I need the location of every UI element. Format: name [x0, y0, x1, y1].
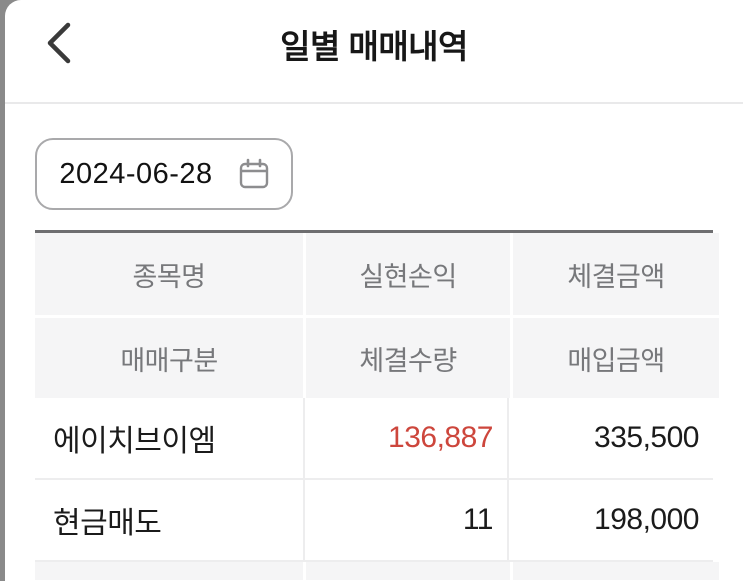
page-title: 일별 매매내역 — [280, 28, 468, 65]
trade-table: 종목명 실현손익 체결금액 매매구분 체결수량 매입금액 에이치브이엠 136,… — [35, 230, 719, 580]
cell-executed-amount: 335,500 — [507, 398, 713, 478]
chevron-left-icon — [44, 22, 74, 64]
col-header-executed-qty: 체결수량 — [306, 318, 510, 398]
date-value: 2024-06-28 — [59, 157, 213, 190]
calendar-icon — [239, 158, 269, 190]
col-header-executed-amount: 체결금액 — [513, 233, 719, 315]
back-button[interactable] — [33, 14, 85, 72]
cell-realized-pl: 136,887 — [303, 398, 507, 478]
table-header: 종목명 실현손익 체결금액 매매구분 체결수량 매입금액 — [35, 233, 719, 398]
col-header-stock-name: 종목명 — [35, 233, 303, 315]
table-row[interactable]: 현금매도 11 198,000 — [35, 480, 713, 562]
app-bar: 일별 매매내역 — [5, 0, 743, 104]
cell-executed-qty: 11 — [303, 480, 507, 560]
date-picker[interactable]: 2024-06-28 — [35, 138, 293, 210]
table-row[interactable]: 에이치브이엠 136,887 335,500 — [35, 398, 713, 480]
col-header-trade-type: 매매구분 — [35, 318, 303, 398]
cell-trade-type: 현금매도 — [53, 507, 162, 540]
cell-stock-name: 에이치브이엠 — [53, 425, 216, 458]
next-section-partial — [35, 562, 719, 580]
col-header-realized-pl: 실현손익 — [306, 233, 510, 315]
cell-purchase-amount: 198,000 — [507, 480, 713, 560]
col-header-purchase-amount: 매입금액 — [513, 318, 719, 398]
app-screen: 일별 매매내역 2024-06-28 종목명 실현손익 체결금액 매매구분 체결… — [5, 0, 743, 581]
